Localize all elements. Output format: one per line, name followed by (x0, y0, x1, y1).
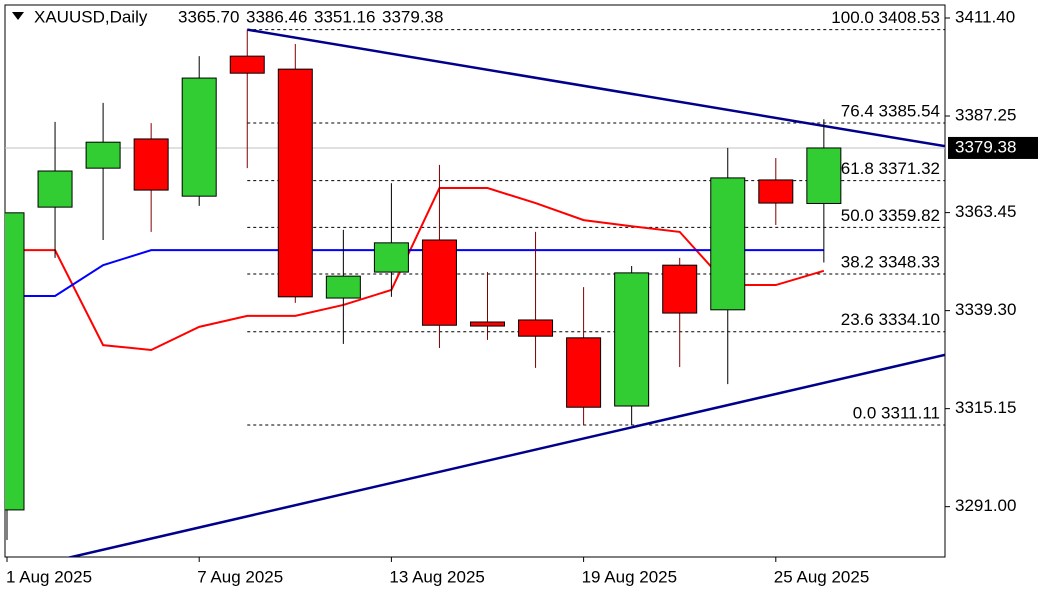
x-tick-label: 19 Aug 2025 (582, 567, 677, 586)
plot-frame (4, 4, 946, 558)
fib-label: 0.0 3311.11 (853, 404, 940, 423)
candle-body (85, 141, 121, 169)
indicator-line (7, 187, 825, 352)
candle-body (181, 77, 217, 197)
header-value: 3365.70 (178, 7, 239, 26)
x-tick-label: 13 Aug 2025 (389, 567, 484, 586)
last-price-tag (948, 136, 1038, 159)
candle-body (806, 147, 842, 204)
candle-body (277, 68, 313, 298)
header-value: 3351.16 (314, 7, 375, 26)
candle-body (133, 138, 169, 191)
candle-body (421, 239, 457, 326)
candle-body (614, 272, 650, 407)
candle-body (5, 212, 25, 511)
symbol: XAUUSD,Daily (34, 7, 148, 26)
x-tick-label: 1 Aug 2025 (6, 567, 92, 586)
y-tick-label: 3291.00 (955, 496, 1016, 515)
trendline (65, 353, 945, 557)
fib-label: 61.8 3371.32 (841, 159, 940, 178)
header-value: 3386.46 (246, 7, 307, 26)
fib-label: 50.0 3359.82 (841, 206, 940, 225)
fib-label: 100.0 3408.53 (831, 8, 940, 27)
candle-body (37, 170, 73, 208)
candle-body (566, 337, 602, 408)
y-tick-label: 3339.30 (955, 300, 1016, 319)
last-price-label: 3379.38 (955, 137, 1016, 156)
y-tick-label: 3315.15 (955, 398, 1016, 417)
fib-label: 76.4 3385.54 (841, 101, 940, 120)
plot-area: 100.0 3408.53 76.4 3385.54 61.8 3371.32 50.… (5, 8, 945, 557)
candle-body (758, 179, 794, 204)
trendline (247, 28, 945, 148)
fib-label: 23.6 3334.10 (841, 310, 940, 329)
candle-body (325, 275, 361, 299)
indicator-line (7, 249, 824, 298)
x-tick-label: 25 Aug 2025 (774, 567, 869, 586)
candle-body (710, 177, 746, 311)
fib-label: 38.2 3348.33 (841, 252, 940, 271)
header-arrow (12, 12, 24, 20)
y-tick-label: 3411.40 (955, 7, 1015, 26)
y-tick-label: 3363.45 (955, 202, 1016, 221)
y-tick-label: 3387.25 (955, 105, 1016, 124)
header-value: 3379.38 (382, 7, 443, 26)
x-tick-label: 7 Aug 2025 (197, 567, 283, 586)
candle-body (373, 242, 409, 273)
candle-body (470, 321, 505, 327)
candle-body (662, 264, 698, 314)
candle-body (229, 55, 265, 74)
candle-body (518, 319, 554, 337)
